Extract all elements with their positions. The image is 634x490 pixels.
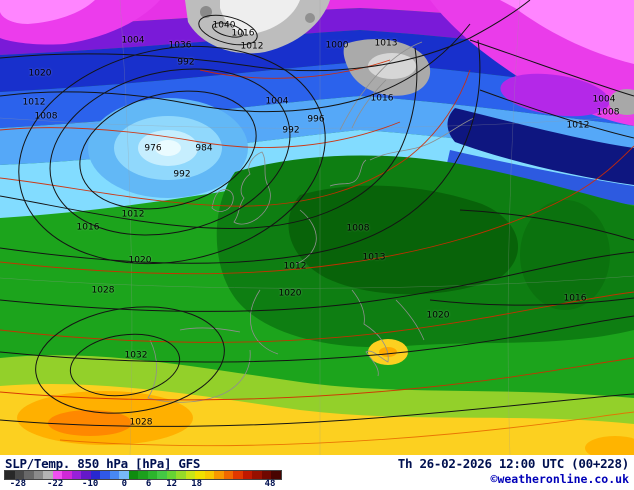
colorbar-label: 0 [121,479,128,489]
colorbar-segment [5,471,15,479]
colorbar-label: -28 [9,479,27,489]
colorbar-label: 6 [145,479,152,489]
colorbar-segment [261,471,272,479]
colorbar-segment [147,471,158,479]
colorbar-segment [52,471,63,479]
colorbar-segment [119,471,129,479]
colorbar-segment [81,471,91,479]
colorbar-segment [24,471,34,479]
colorbar-segment [166,471,177,479]
temperature-field [0,0,634,455]
isobars [0,0,634,427]
colorbar-segment [157,471,167,479]
legend-text-row: SLP/Temp. 850 hPa [hPa] GFS Th 26-02-202… [0,455,634,471]
colorbar-segment [195,471,205,479]
colorbar-segment [223,471,234,479]
colorbar-label: -10 [82,479,99,489]
colorbar-segment [90,471,101,479]
colorbar-segment [33,471,44,479]
colorbar-segment [43,471,53,479]
colorbar-segment [62,471,72,479]
colorbar-segment [185,471,196,479]
weather-map-svg [0,0,634,455]
colorbar-label: 48 [264,479,276,489]
colorbar-segment [204,471,215,479]
colorbar-segment [100,471,110,479]
colorbar-labels: -28 -22 -10 0 6 12 18 48 [4,480,282,489]
colorbar-segment [71,471,82,479]
copyright-link[interactable]: ©weatheronline.co.uk [490,472,629,486]
colorbar-segment [176,471,186,479]
colorbar-segment [128,471,139,479]
colorbar-label: 18 [191,479,203,489]
colorbar-segment [138,471,148,479]
colorbar-label: 12 [166,479,178,489]
colorbar-segment [233,471,243,479]
colorbar-segment [252,471,262,479]
chart-title: SLP/Temp. 850 hPa [hPa] GFS [5,456,201,471]
colorbar-segment [271,471,281,479]
map-area: 1020 1012 1008 1004 1036 992 1040 1016 1012 1000 1… [0,0,634,455]
graticule-lines [0,0,634,455]
legend-bar: SLP/Temp. 850 hPa [hPa] GFS Th 26-02-202… [0,455,634,490]
colorbar-segment [214,471,224,479]
colorbar-segment [14,471,25,479]
colorbar-segment [242,471,253,479]
colorbar-segment [109,471,120,479]
colorbar-label: -22 [47,479,64,489]
temperature-colorbar [4,470,282,480]
datetime-label: Th 26-02-2026 12:00 UTC (00+228) [397,456,630,471]
colorbar-wrap: -28 -22 -10 0 6 12 18 48 [4,470,282,490]
